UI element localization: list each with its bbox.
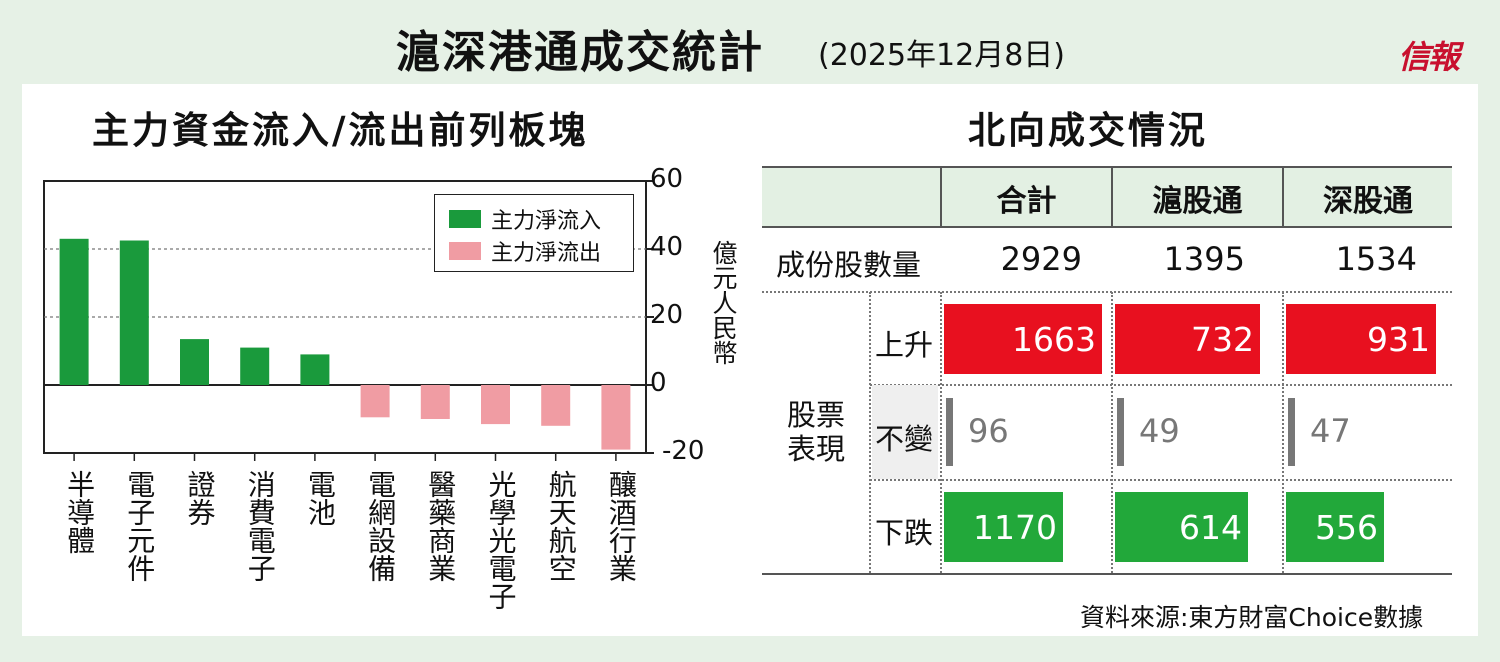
chart-legend: 主力淨流入 主力淨流出 (434, 194, 634, 272)
bar (59, 238, 89, 385)
unchanged-count-bar (1117, 398, 1124, 466)
bar (541, 385, 571, 426)
category-label: 電子元件 (123, 470, 157, 582)
category-label: 航天航空 (544, 470, 578, 582)
col-head-shanghai: 滬股通 (1152, 184, 1243, 219)
y-tick-label: 60 (650, 164, 684, 194)
row-label-down: 下跌 (875, 516, 934, 550)
category-label: 消費電子 (243, 470, 277, 582)
bar (300, 354, 330, 385)
unchanged-count-value: 49 (1139, 412, 1180, 450)
legend-item-outflow: 主力淨流出 (449, 235, 601, 267)
up-count-bar: 931 (1286, 304, 1436, 374)
table-vdivider-c (1111, 292, 1113, 573)
constituents-shanghai: 1395 (1163, 240, 1245, 278)
table-title: 北向成交情況 (968, 109, 1208, 152)
bar (240, 347, 270, 385)
bar (601, 385, 631, 450)
legend-label-outflow: 主力淨流出 (491, 241, 602, 266)
y-axis-unit-label: 億元人民幣 (709, 240, 738, 365)
unchanged-count-bar (946, 398, 953, 466)
table-header-rule (762, 226, 1452, 228)
main-title: 滬深港通成交統計 (396, 27, 764, 78)
col-head-total: 合計 (996, 184, 1057, 219)
legend-item-inflow: 主力淨流入 (449, 203, 601, 235)
category-label: 光學光電子 (484, 470, 518, 610)
title-bar: 滬深港通成交統計 (2025年12月8日) 信報 (0, 0, 1500, 84)
category-label: 釀酒行業 (604, 470, 638, 582)
bar (420, 385, 450, 419)
bar (360, 385, 390, 418)
legend-swatch-inflow (449, 210, 481, 228)
hkej-logo: 信報 (1398, 38, 1460, 76)
y-tick-label: 40 (650, 232, 684, 262)
y-tick-label: 20 (650, 300, 684, 330)
down-count-bar: 1170 (944, 492, 1063, 562)
table-col-divider-3 (1282, 166, 1284, 226)
legend-label-inflow: 主力淨流入 (491, 209, 602, 234)
down-count-bar: 614 (1115, 492, 1248, 562)
category-label: 證券 (183, 470, 217, 526)
performance-label: 股票表現 (786, 398, 845, 466)
source-note: 資料來源:東方財富Choice數據 (1080, 603, 1424, 632)
row-label-unchanged: 不變 (875, 422, 934, 456)
category-label: 半導體 (63, 470, 97, 554)
up-count-bar: 1663 (944, 304, 1102, 374)
table-header-background (762, 166, 1452, 226)
table-vdivider-b (940, 292, 942, 573)
unchanged-label-background (872, 385, 938, 479)
table-bottom-rule (762, 573, 1452, 575)
chart-title: 主力資金流入/流出前列板塊 (92, 109, 589, 152)
unchanged-count-value: 96 (968, 412, 1009, 450)
down-count-bar: 556 (1286, 492, 1384, 562)
up-count-bar: 732 (1115, 304, 1260, 374)
col-head-shenzhen: 深股通 (1323, 184, 1413, 219)
table-row-rule-1 (762, 291, 1452, 293)
unchanged-count-value: 47 (1310, 412, 1351, 450)
constituents-shenzhen: 1534 (1335, 240, 1417, 278)
table-col-divider-2 (1111, 166, 1113, 226)
table-col-divider-1 (940, 166, 942, 226)
table-vdivider-d (1282, 292, 1284, 573)
row-label-up: 上升 (875, 328, 934, 362)
bar (119, 240, 149, 385)
category-label: 電網設備 (364, 470, 398, 582)
legend-swatch-outflow (449, 242, 481, 260)
category-label: 電池 (303, 470, 337, 526)
main-date: (2025年12月8日) (818, 38, 1066, 73)
y-tick-label: -20 (662, 436, 705, 466)
category-label: 醫藥商業 (424, 470, 458, 582)
table-row-rule-3 (870, 479, 1452, 481)
bar (180, 339, 209, 385)
constituents-label: 成份股數量 (776, 248, 922, 282)
table-top-rule (762, 166, 1452, 168)
unchanged-count-bar (1288, 398, 1295, 466)
bar (481, 385, 510, 425)
constituents-total: 2929 (1000, 240, 1082, 278)
table-vdivider-a (869, 292, 871, 573)
table-row-rule-2 (870, 384, 1452, 386)
y-tick-label: 0 (650, 368, 667, 398)
